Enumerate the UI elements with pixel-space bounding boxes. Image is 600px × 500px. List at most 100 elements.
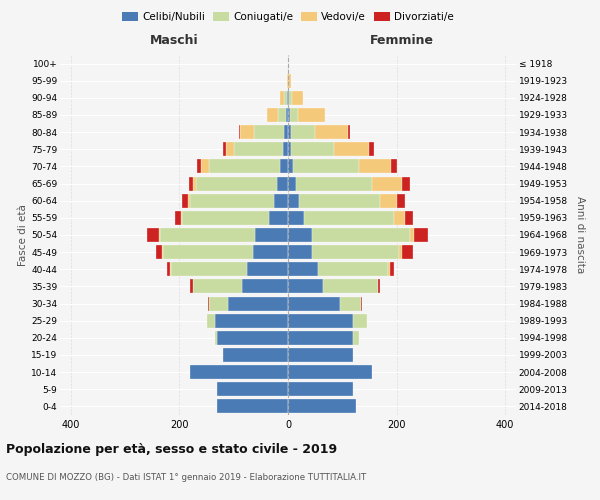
Bar bbox=[188, 176, 193, 190]
Bar bbox=[340, 296, 361, 310]
Bar bbox=[388, 262, 390, 276]
Bar bbox=[288, 382, 353, 396]
Bar bbox=[181, 211, 182, 225]
Bar bbox=[190, 365, 288, 379]
Bar bbox=[196, 176, 277, 190]
Bar bbox=[288, 194, 299, 207]
Bar bbox=[280, 91, 284, 105]
Bar bbox=[370, 142, 374, 156]
Bar bbox=[223, 142, 226, 156]
Bar bbox=[394, 211, 405, 225]
Bar bbox=[288, 176, 296, 190]
Bar bbox=[348, 125, 350, 139]
Bar bbox=[313, 245, 399, 259]
Bar bbox=[190, 280, 193, 293]
Bar bbox=[288, 211, 304, 225]
Bar bbox=[288, 142, 291, 156]
Bar bbox=[402, 176, 410, 190]
Bar bbox=[298, 108, 325, 122]
Bar bbox=[288, 245, 313, 259]
Text: Popolazione per età, sesso e stato civile - 2019: Popolazione per età, sesso e stato civil… bbox=[6, 442, 337, 456]
Bar bbox=[290, 108, 298, 122]
Bar bbox=[274, 194, 288, 207]
Bar bbox=[284, 125, 288, 139]
Bar bbox=[170, 262, 171, 276]
Bar bbox=[193, 280, 242, 293]
Bar bbox=[291, 125, 315, 139]
Bar bbox=[217, 331, 288, 345]
Bar bbox=[405, 211, 413, 225]
Bar bbox=[193, 176, 196, 190]
Bar bbox=[288, 228, 313, 242]
Bar bbox=[288, 108, 290, 122]
Bar bbox=[353, 331, 359, 345]
Bar bbox=[201, 160, 209, 173]
Bar bbox=[287, 74, 288, 88]
Bar bbox=[288, 125, 291, 139]
Bar bbox=[377, 280, 380, 293]
Bar bbox=[304, 211, 394, 225]
Bar bbox=[289, 91, 292, 105]
Y-axis label: Fasce di età: Fasce di età bbox=[18, 204, 28, 266]
Bar bbox=[415, 228, 428, 242]
Bar bbox=[288, 280, 323, 293]
Bar bbox=[334, 142, 370, 156]
Bar bbox=[256, 228, 288, 242]
Bar bbox=[277, 176, 288, 190]
Bar bbox=[278, 108, 286, 122]
Bar bbox=[288, 400, 356, 413]
Bar bbox=[280, 160, 288, 173]
Bar bbox=[242, 280, 288, 293]
Bar bbox=[402, 245, 413, 259]
Bar bbox=[318, 262, 388, 276]
Bar bbox=[293, 160, 359, 173]
Bar bbox=[217, 400, 288, 413]
Bar bbox=[209, 160, 280, 173]
Bar bbox=[284, 91, 287, 105]
Bar bbox=[296, 176, 372, 190]
Bar bbox=[171, 262, 247, 276]
Bar bbox=[182, 194, 188, 207]
Bar bbox=[215, 314, 288, 328]
Bar bbox=[288, 314, 353, 328]
Text: Femmine: Femmine bbox=[370, 34, 434, 48]
Bar bbox=[288, 296, 340, 310]
Text: COMUNE DI MOZZO (BG) - Dati ISTAT 1° gennaio 2019 - Elaborazione TUTTITALIA.IT: COMUNE DI MOZZO (BG) - Dati ISTAT 1° gen… bbox=[6, 472, 366, 482]
Bar bbox=[217, 382, 288, 396]
Bar bbox=[359, 160, 391, 173]
Bar bbox=[283, 142, 288, 156]
Bar bbox=[353, 314, 367, 328]
Bar bbox=[215, 331, 217, 345]
Bar bbox=[240, 125, 254, 139]
Bar bbox=[288, 91, 289, 105]
Bar bbox=[162, 245, 163, 259]
Bar bbox=[397, 194, 405, 207]
Bar bbox=[399, 245, 402, 259]
Bar bbox=[197, 160, 201, 173]
Bar bbox=[288, 331, 353, 345]
Bar bbox=[167, 262, 170, 276]
Legend: Celibi/Nubili, Coniugati/e, Vedovi/e, Divorziati/e: Celibi/Nubili, Coniugati/e, Vedovi/e, Di… bbox=[118, 8, 458, 26]
Bar bbox=[247, 262, 288, 276]
Bar bbox=[206, 314, 215, 328]
Bar bbox=[190, 194, 274, 207]
Bar bbox=[288, 262, 318, 276]
Bar bbox=[380, 194, 397, 207]
Bar bbox=[288, 348, 353, 362]
Bar bbox=[361, 296, 362, 310]
Bar bbox=[147, 228, 159, 242]
Bar bbox=[234, 142, 283, 156]
Bar bbox=[288, 365, 372, 379]
Bar bbox=[269, 211, 288, 225]
Bar bbox=[239, 125, 240, 139]
Bar bbox=[372, 176, 402, 190]
Bar bbox=[288, 160, 293, 173]
Bar bbox=[226, 142, 234, 156]
Bar bbox=[299, 194, 380, 207]
Bar bbox=[208, 296, 209, 310]
Bar bbox=[188, 194, 190, 207]
Bar bbox=[254, 125, 284, 139]
Bar bbox=[410, 228, 415, 242]
Bar bbox=[315, 125, 348, 139]
Bar bbox=[313, 228, 410, 242]
